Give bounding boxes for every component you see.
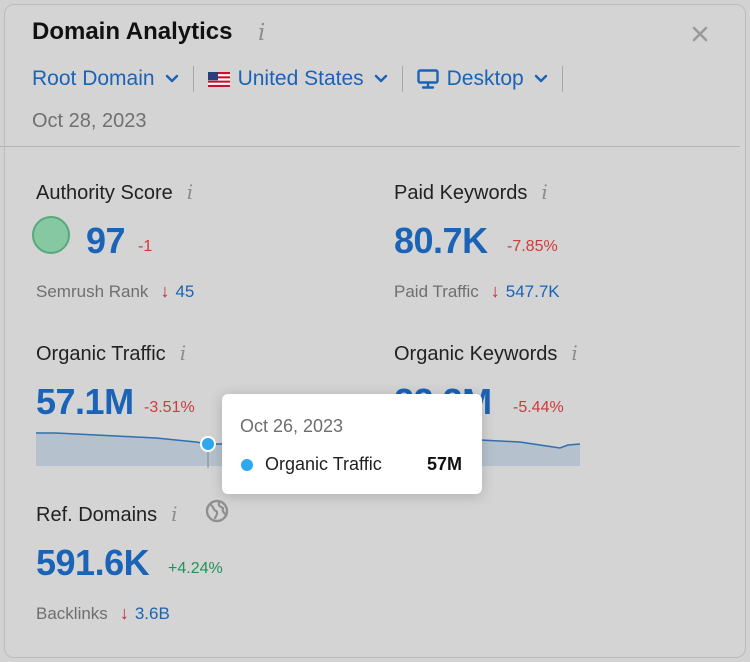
authority-score-value[interactable]: 97 — [86, 220, 126, 261]
backlinks-value[interactable]: 3.6B — [134, 603, 170, 623]
chevron-down-icon — [374, 74, 387, 83]
organic-keywords-sparkline[interactable] — [480, 428, 580, 468]
paid-keywords-value[interactable]: 80.7K — [394, 220, 488, 261]
info-icon[interactable]: i — [171, 502, 178, 526]
domain-analytics-widget — [4, 4, 746, 658]
arrow-down-icon: ↓ — [490, 281, 500, 301]
organic-traffic-delta: -3.51% — [144, 399, 195, 416]
organic-traffic-value[interactable]: 57.1M — [36, 381, 134, 422]
info-icon[interactable]: i — [541, 180, 548, 204]
arrow-down-icon: ↓ — [160, 281, 170, 301]
device-dropdown-label: Desktop — [446, 67, 524, 90]
semrush-rank-row: Semrush Rank ↓ 45 — [36, 281, 194, 302]
series-marker — [241, 459, 253, 471]
chart-tooltip: Oct 26, 2023 Organic Traffic 57M — [222, 394, 482, 494]
country-dropdown-label: United States — [237, 67, 364, 90]
widget-title: Domain Analytics — [32, 18, 233, 45]
paid-traffic-row: Paid Traffic ↓ 547.7K — [394, 281, 560, 302]
info-icon[interactable]: i — [571, 341, 578, 365]
semrush-rank-value[interactable]: 45 — [175, 281, 195, 301]
scope-dropdown-label: Root Domain — [32, 67, 155, 90]
filter-divider — [561, 66, 563, 92]
tooltip-series-name: Organic Traffic — [265, 454, 382, 474]
chevron-down-icon — [534, 74, 547, 83]
device-dropdown[interactable]: Desktop — [416, 67, 548, 91]
filter-divider — [192, 66, 194, 92]
tooltip-date: Oct 26, 2023 — [240, 416, 344, 436]
ref-domains-delta: +4.24% — [168, 560, 223, 577]
country-dropdown[interactable]: United States — [207, 67, 388, 91]
close-icon[interactable] — [690, 24, 710, 44]
backlinks-label: Backlinks — [36, 603, 108, 623]
organic-traffic-label: Organic Traffic i — [36, 341, 187, 365]
desktop-monitor-icon — [416, 69, 439, 89]
info-icon[interactable]: i — [179, 341, 187, 365]
us-flag-icon — [207, 71, 230, 87]
filter-bar: Root Domain United States Desktop — [32, 64, 577, 94]
backlinks-row: Backlinks ↓ 3.6B — [36, 603, 170, 624]
filter-divider — [401, 66, 403, 92]
semrush-rank-label: Semrush Rank — [36, 281, 149, 301]
ref-domains-value[interactable]: 591.6K — [36, 542, 150, 583]
organic-traffic-sparkline[interactable] — [36, 428, 226, 468]
header-divider — [0, 146, 740, 147]
globe-icon[interactable] — [205, 499, 229, 523]
report-date: Oct 28, 2023 — [32, 110, 147, 132]
authority-score-delta: -1 — [138, 238, 153, 255]
paid-traffic-label: Paid Traffic — [394, 281, 479, 301]
paid-keywords-label: Paid Keywords i — [394, 180, 548, 204]
authority-score-label: Authority Score i — [36, 180, 194, 204]
organic-keywords-delta: -5.44% — [513, 399, 564, 416]
paid-traffic-value[interactable]: 547.7K — [505, 281, 560, 301]
info-icon[interactable]: i — [186, 180, 194, 204]
authority-score-gauge — [32, 216, 70, 254]
title-info-icon[interactable]: i — [258, 20, 266, 46]
organic-keywords-label: Organic Keywords i — [394, 341, 578, 365]
chevron-down-icon — [165, 74, 178, 83]
arrow-down-icon: ↓ — [119, 603, 129, 623]
paid-keywords-delta: -7.85% — [507, 238, 558, 255]
tooltip-value: 57M — [426, 454, 462, 474]
scope-dropdown[interactable]: Root Domain — [32, 67, 179, 91]
ref-domains-label: Ref. Domains i — [36, 502, 178, 526]
